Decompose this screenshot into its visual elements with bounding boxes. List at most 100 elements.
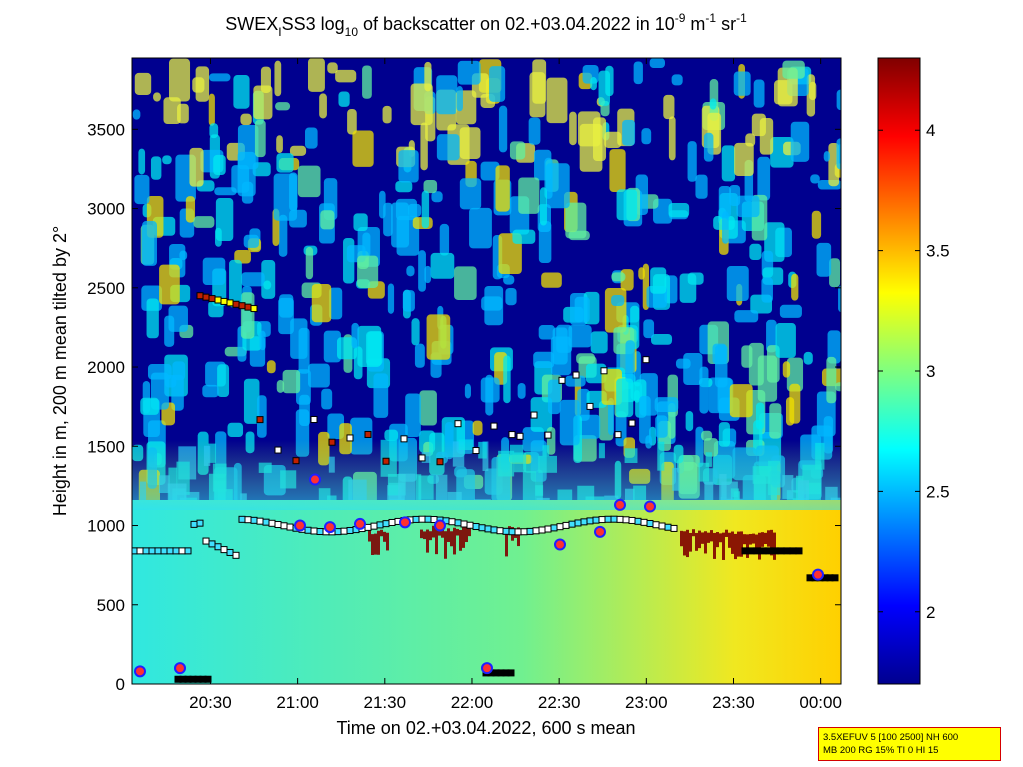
aerosol-blob [213,154,226,176]
layer-marker [310,527,318,535]
aerosol-blob [282,369,301,394]
aerosol-blob [327,62,338,74]
colorbar-tick-label: 2 [926,603,935,622]
aerosol-blob [260,66,271,93]
cloud-base-streak [755,534,758,553]
layer-marker [280,522,288,530]
aerosol-blob [214,227,222,247]
aerosol-blob [685,410,694,432]
layer-marker [148,547,156,555]
layer-marker [753,547,761,555]
layer-marker [741,547,749,555]
aerosol-blob [278,214,288,257]
aerosol-blob [459,178,482,210]
aerosol-blob [439,223,450,256]
layer-marker [376,521,384,529]
aerosol-blob [816,242,832,277]
layer-marker [364,430,372,438]
aerosol-blob [480,377,500,403]
aerosol-blob [611,272,626,282]
aerosol-blob [457,60,481,85]
aerosol-blob [424,61,432,92]
aerosol-blob [695,174,708,199]
layer-marker [256,416,264,424]
layer-marker [562,521,570,529]
cloud-base-streak [444,531,447,559]
x-tick-label: 23:00 [625,693,668,712]
layer-marker [204,675,212,683]
aerosol-blob [643,319,655,339]
layer-marker [670,524,678,532]
cloud-marker [812,568,824,581]
aerosol-blob [556,324,573,353]
aerosol-blob [424,265,432,284]
aerosol-blob [237,124,259,170]
aerosol-blob [838,285,841,313]
cloud-base-streak [692,529,695,537]
layer-marker [765,547,773,555]
aerosol-blob [611,294,625,307]
aerosol-blob [261,260,276,299]
layer-marker [783,547,791,555]
aerosol-blob [811,210,822,239]
aerosol-blob [726,266,749,302]
aerosol-blob [547,379,561,415]
aerosol-blob [532,59,547,104]
cloud-base-streak [761,532,764,547]
aerosol-blob [406,265,415,277]
aerosol-blob [668,116,676,161]
aerosol-blob [464,383,471,399]
aerosol-blob [655,415,668,438]
aerosol-blob [454,266,477,300]
aerosol-blob [259,330,266,351]
aerosol-blob [328,287,343,320]
layer-marker [250,516,258,524]
layer-marker [586,517,594,525]
x-axis: 20:30 21:00 21:30 22:00 22:30 23:00 23:30 00:00 [189,58,842,712]
aerosol-blob [353,213,368,232]
aerosol-blob [498,105,508,153]
colorbar-tick-label: 4 [926,121,935,140]
aerosol-blob [505,288,517,306]
aerosol-blob [298,327,310,374]
aerosol-blob [810,174,820,184]
info-line-2: MB 200 RG 15% TI 0 HI 15 [823,745,939,756]
cloud-base-streak [377,530,380,555]
y-tick-label: 2000 [87,358,125,377]
aerosol-blob [827,330,841,364]
aerosol-blob [733,71,751,96]
layer-marker [184,547,192,555]
aerosol-blob [227,422,244,438]
cloud-base-streak [719,533,722,543]
aerosol-blob [503,355,511,404]
aerosol-blob [299,394,310,427]
x-tick-label: 22:30 [538,693,581,712]
cloud-base-streak [459,530,462,551]
aerosol-blob [177,103,189,124]
aerosol-blob [202,384,219,398]
layer-marker [154,547,162,555]
aerosol-blob [185,196,196,223]
aerosol-blob [208,300,224,318]
aerosol-blob [275,102,291,111]
cloud-base-streak [731,531,734,554]
layer-marker [572,371,580,379]
aerosol-blob [779,304,802,318]
aerosol-blob [775,323,796,358]
aerosol-blob [481,296,503,311]
aerosol-blob [132,109,141,120]
cloud-marker [434,519,446,532]
layer-marker [454,519,462,527]
aerosol-blob [241,272,265,287]
aerosol-blob [829,258,841,288]
aerosol-blob [576,353,595,364]
aerosol-blob [266,360,276,374]
aerosol-blob [276,153,294,173]
cloud-base-streak [383,531,386,542]
cloud-base-streak [420,529,423,539]
aerosol-blob [604,288,627,333]
layer-marker [256,517,264,525]
aerosol-blob [671,74,683,86]
aerosol-blob [633,61,643,85]
cloud-base-streak [689,532,692,552]
